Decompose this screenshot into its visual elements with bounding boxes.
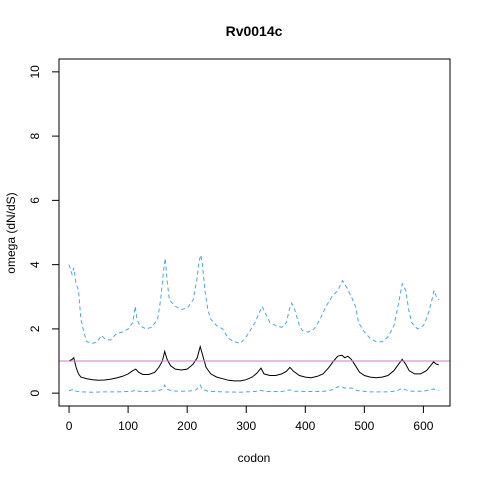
x-tick-label: 600 — [413, 419, 433, 433]
y-tick-label: 2 — [28, 325, 42, 332]
y-tick-label: 10 — [28, 65, 42, 79]
x-tick-label: 0 — [66, 419, 73, 433]
plot-frame — [58, 58, 451, 407]
series-upper-line — [68, 254, 440, 344]
y-tick-label: 0 — [28, 389, 42, 396]
x-tick-label: 400 — [295, 419, 315, 433]
y-axis-label: omega (dN/dS) — [4, 192, 18, 273]
x-tick-label: 100 — [118, 419, 138, 433]
x-tick-label: 200 — [177, 419, 197, 433]
series-estimate-line — [68, 344, 439, 382]
x-axis-label: codon — [238, 451, 271, 465]
series-lower-line — [68, 384, 439, 393]
x-tick-label: 300 — [236, 419, 256, 433]
y-axis: 0 2 4 6 8 10 — [28, 65, 60, 396]
x-axis: 0 100 200 300 400 500 600 — [66, 405, 434, 433]
chart-title: Rv0014c — [226, 23, 283, 39]
y-tick-label: 4 — [28, 261, 42, 268]
y-tick-label: 8 — [28, 132, 42, 139]
plot-lines — [59, 254, 450, 393]
x-tick-label: 500 — [354, 419, 374, 433]
y-tick-label: 6 — [28, 197, 42, 204]
